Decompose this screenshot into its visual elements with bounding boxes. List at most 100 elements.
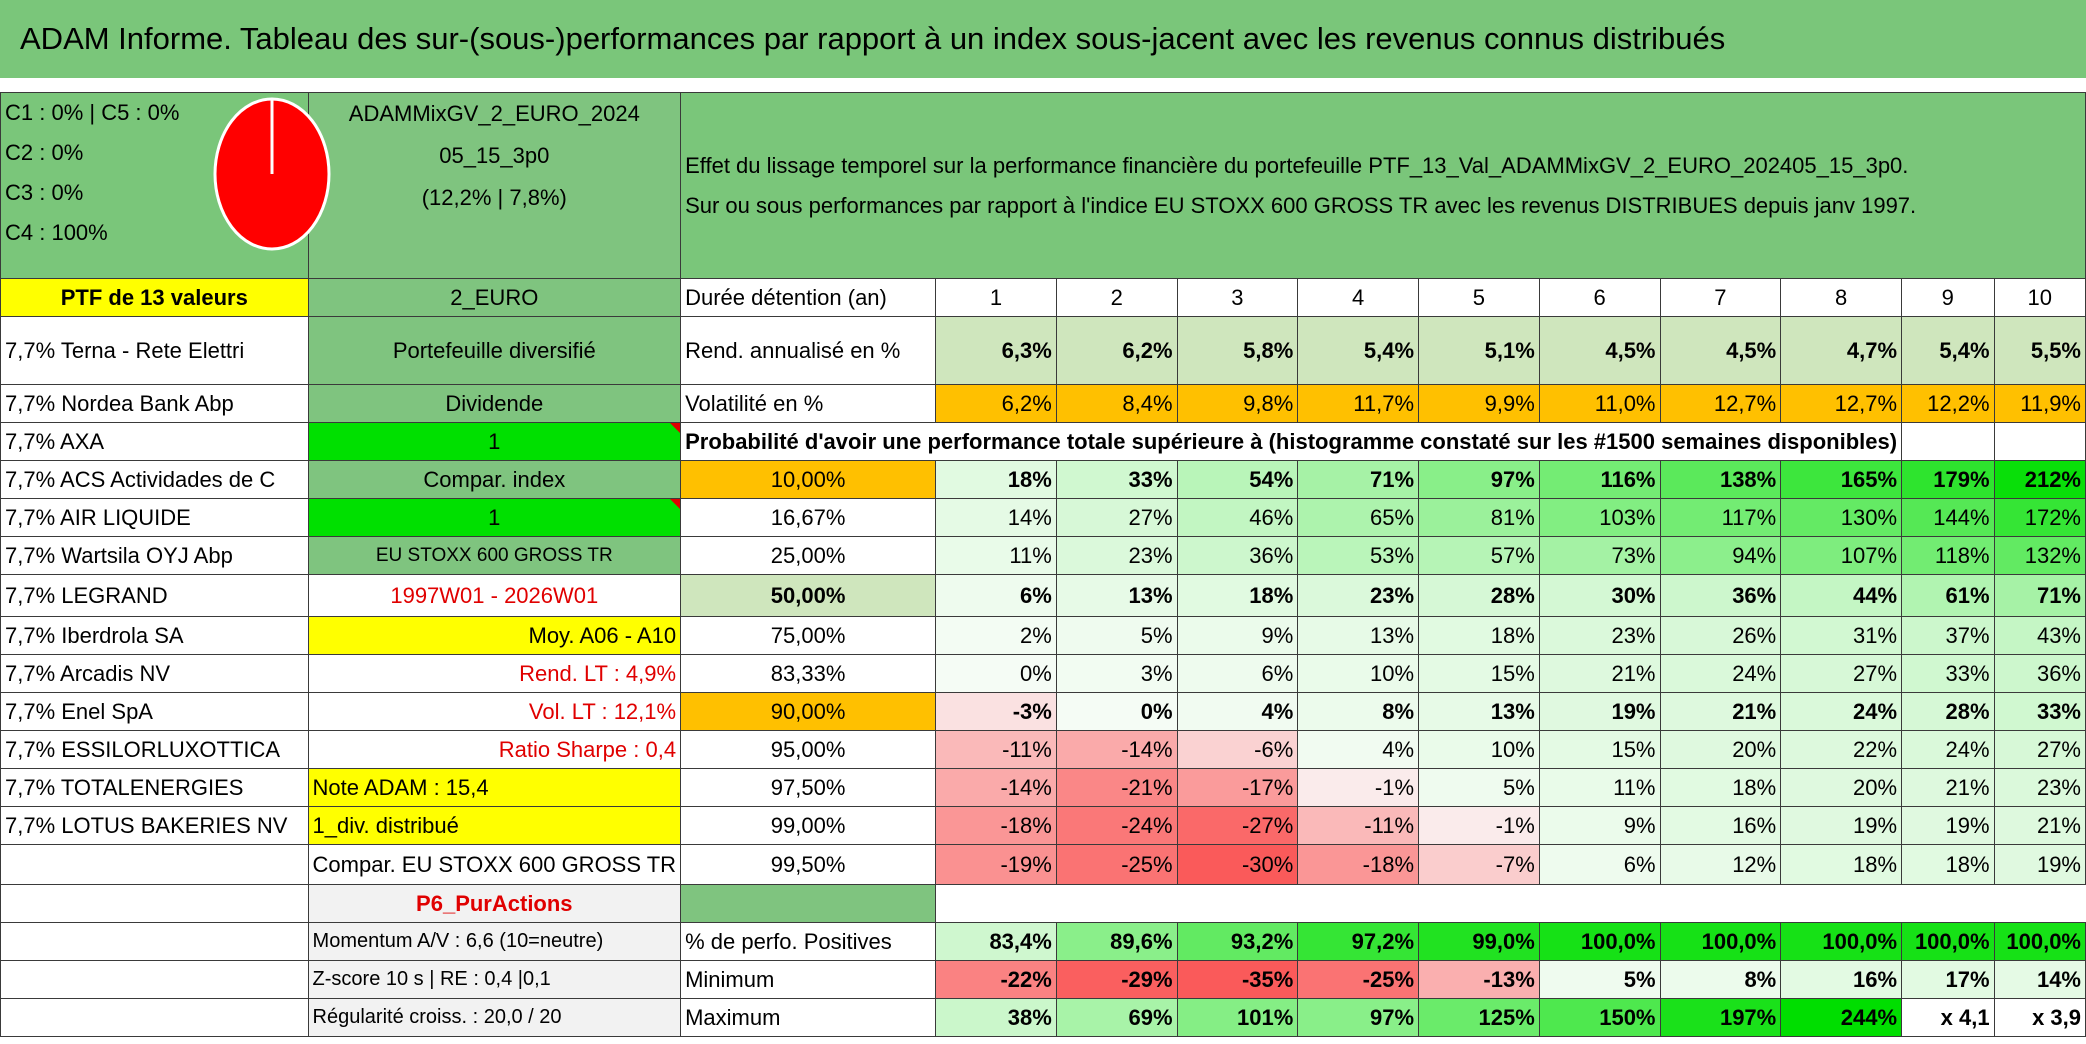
class-c1-c5: C1 : 0% | C5 : 0% xyxy=(5,100,180,125)
quantile-cell: 21% xyxy=(1538,654,1661,693)
maximum-cell: 125% xyxy=(1418,998,1540,1037)
effet-description: Effet du lissage temporel sur la perform… xyxy=(680,92,2086,279)
quantile-cell: 71% xyxy=(1297,460,1420,499)
maximum-cell: 97% xyxy=(1297,998,1420,1037)
year-header: 7 xyxy=(1659,278,1782,317)
quantile-level: 99,00% xyxy=(680,806,937,845)
portfolio-name: ADAMMixGV_2_EURO_2024 05_15_3p0 (12,2% |… xyxy=(307,92,682,279)
quantile-cell: 27% xyxy=(1993,730,2086,769)
quantile-cell: 26% xyxy=(1659,616,1782,655)
maximum-cell: x 3,9 xyxy=(1993,998,2086,1037)
quantile-cell: 24% xyxy=(1780,692,1903,731)
positives-label: % de perfo. Positives xyxy=(680,922,937,961)
holding-row: 7,7% Arcadis NV xyxy=(0,654,309,693)
quantile-cell: 179% xyxy=(1901,460,1995,499)
rend-lt-label: Rend. LT : 4,9% xyxy=(307,654,682,693)
quantile-cell: 118% xyxy=(1901,536,1995,575)
minimum-cell: 8% xyxy=(1659,960,1782,999)
year-header: 6 xyxy=(1538,278,1661,317)
vol-cell: 11,9% xyxy=(1993,384,2086,423)
div-label: 1_div. distribué xyxy=(307,806,682,845)
quantile-cell: 18% xyxy=(1901,844,1995,885)
quantile-cell: 30% xyxy=(1538,574,1661,617)
quantile-cell: -14% xyxy=(1055,730,1178,769)
quantile-cell: -24% xyxy=(1055,806,1178,845)
effet-line1: Effet du lissage temporel sur la perform… xyxy=(685,152,1909,178)
positives-cell: 100,0% xyxy=(1993,922,2086,961)
positives-cell: 100,0% xyxy=(1780,922,1903,961)
quantile-cell: 8% xyxy=(1297,692,1420,731)
quantile-cell: 22% xyxy=(1780,730,1903,769)
quantile-cell: 107% xyxy=(1780,536,1903,575)
quantile-cell: -21% xyxy=(1055,768,1178,807)
rend-cell: 4,7% xyxy=(1780,316,1903,385)
empty-cell xyxy=(1993,422,2086,461)
class-c4: C4 : 100% xyxy=(5,220,108,245)
quantile-cell: 36% xyxy=(1176,536,1299,575)
quantile-cell: 33% xyxy=(1055,460,1178,499)
class-pie-chart xyxy=(213,97,331,251)
year-header: 4 xyxy=(1297,278,1420,317)
rend-cell: 5,5% xyxy=(1993,316,2086,385)
year-header: 8 xyxy=(1780,278,1903,317)
quantile-cell: 9% xyxy=(1538,806,1661,845)
quantile-cell: 81% xyxy=(1418,498,1540,537)
quantile-cell: -11% xyxy=(935,730,1057,769)
quantile-cell: -7% xyxy=(1418,844,1540,885)
ptf-count-header: PTF de 13 valeurs xyxy=(0,278,309,317)
quantile-cell: 71% xyxy=(1993,574,2086,617)
quantile-level: 50,00% xyxy=(680,574,937,617)
minimum-cell: -29% xyxy=(1055,960,1178,999)
vol-label: Volatilité en % xyxy=(680,384,937,423)
quantile-cell: 36% xyxy=(1659,574,1782,617)
quantile-cell: 23% xyxy=(1993,768,2086,807)
quantile-cell: 24% xyxy=(1901,730,1995,769)
maximum-cell: 101% xyxy=(1176,998,1299,1037)
quantile-cell: 20% xyxy=(1780,768,1903,807)
quantile-cell: 138% xyxy=(1659,460,1782,499)
quantile-cell: 44% xyxy=(1780,574,1903,617)
effet-line2: Sur ou sous performances par rapport à l… xyxy=(685,192,1917,218)
quantile-cell: 212% xyxy=(1993,460,2086,499)
class-c3: C3 : 0% xyxy=(5,180,84,205)
rend-cell: 4,5% xyxy=(1659,316,1782,385)
quantile-cell: 46% xyxy=(1176,498,1299,537)
vol-cell: 8,4% xyxy=(1055,384,1178,423)
quantile-cell: -11% xyxy=(1297,806,1420,845)
quantile-cell: 172% xyxy=(1993,498,2086,537)
spacer xyxy=(0,78,2086,92)
class-c2: C2 : 0% xyxy=(5,140,84,165)
minimum-cell: 17% xyxy=(1901,960,1995,999)
quantile-cell: 2% xyxy=(935,616,1057,655)
p6-label: P6_PurActions xyxy=(307,884,682,923)
duree-label: Durée détention (an) xyxy=(680,278,937,317)
quantile-cell: -18% xyxy=(1297,844,1420,885)
report-grid: C1 : 0% | C5 : 0% C2 : 0% C3 : 0% C4 : 1… xyxy=(0,92,2086,1037)
minimum-cell: -25% xyxy=(1297,960,1420,999)
quantile-cell: 33% xyxy=(1993,692,2086,731)
quantile-cell: 18% xyxy=(1780,844,1903,885)
min-label: Minimum xyxy=(680,960,937,999)
quantile-cell: 65% xyxy=(1297,498,1420,537)
vol-cell: 12,7% xyxy=(1780,384,1903,423)
quantile-cell: -1% xyxy=(1418,806,1540,845)
vol-cell: 6,2% xyxy=(935,384,1057,423)
year-header: 9 xyxy=(1901,278,1995,317)
quantile-cell: 36% xyxy=(1993,654,2086,693)
compar-full-label: Compar. EU STOXX 600 GROSS TR xyxy=(307,844,682,885)
empty-green-cell xyxy=(680,884,937,923)
holding-row: 7,7% Iberdrola SA xyxy=(0,616,309,655)
quantile-cell: 0% xyxy=(935,654,1057,693)
holding-row: 7,7% LEGRAND xyxy=(0,574,309,617)
quantile-cell: 53% xyxy=(1297,536,1420,575)
holding-row: 7,7% LOTUS BAKERIES NV xyxy=(0,806,309,845)
quantile-cell: 23% xyxy=(1055,536,1178,575)
quantile-cell: 6% xyxy=(1538,844,1661,885)
quantile-cell: -1% xyxy=(1297,768,1420,807)
rend-cell: 5,4% xyxy=(1297,316,1420,385)
quantile-cell: 16% xyxy=(1659,806,1782,845)
quantile-cell: 97% xyxy=(1418,460,1540,499)
empty-cell xyxy=(0,884,309,923)
quantile-level: 99,50% xyxy=(680,844,937,885)
quantile-cell: 18% xyxy=(1176,574,1299,617)
